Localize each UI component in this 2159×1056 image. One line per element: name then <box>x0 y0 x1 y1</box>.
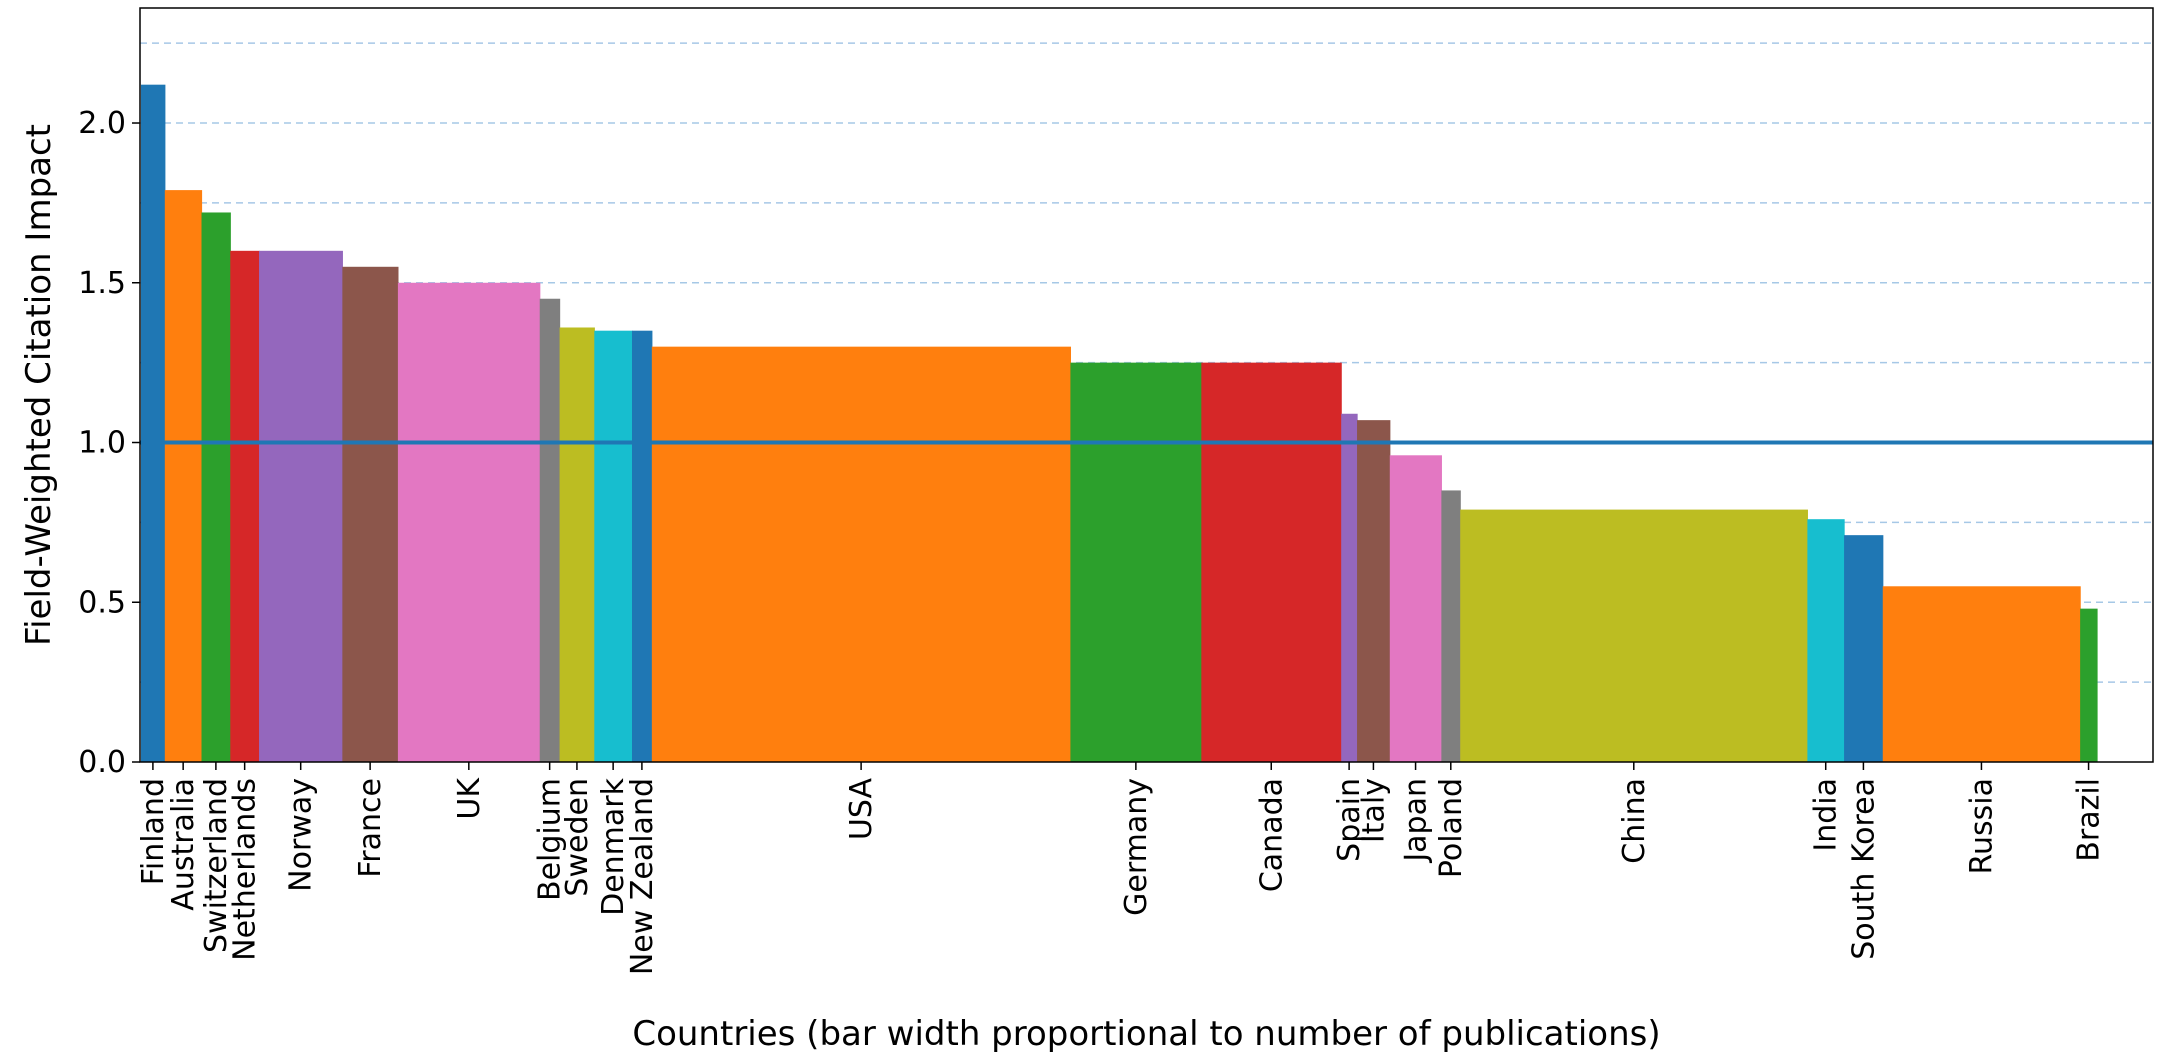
x-tick-label: Belgium <box>533 778 568 901</box>
y-axis-ticks: 0.0 0.5 1.0 1.5 2.0 <box>78 106 140 780</box>
x-tick-label: USA <box>844 778 879 841</box>
bar <box>397 282 541 762</box>
x-tick-label: Denmark <box>596 777 631 916</box>
bar <box>1389 455 1442 762</box>
x-tick-label: Sweden <box>560 778 595 897</box>
y-tick-label: 1.5 <box>78 266 126 301</box>
bar <box>1357 420 1391 762</box>
bar <box>559 327 595 762</box>
y-tick-label: 0.5 <box>78 585 126 620</box>
bar <box>1844 535 1884 762</box>
bar <box>539 298 561 762</box>
bar <box>1070 362 1202 762</box>
x-tick-label: Brazil <box>2072 778 2107 862</box>
bar <box>1201 362 1342 762</box>
bars <box>141 84 2098 763</box>
x-tick-label: Japan <box>1399 778 1434 864</box>
bar <box>164 190 203 762</box>
x-tick-label: Canada <box>1254 778 1289 892</box>
x-tick-label: South Korea <box>1846 778 1881 960</box>
x-tick-label: UK <box>452 777 487 820</box>
x-tick-label: China <box>1617 778 1652 864</box>
x-tick-label: Netherlands <box>228 778 263 961</box>
bar <box>1807 519 1845 762</box>
bar <box>1441 490 1461 762</box>
y-tick-label: 0.0 <box>78 745 126 780</box>
bar <box>631 330 653 762</box>
x-tick-label: Russia <box>1964 778 1999 875</box>
bar <box>2080 608 2098 762</box>
y-axis-label: Field-Weighted Citation Impact <box>19 124 59 646</box>
bar <box>1882 586 2081 762</box>
bar <box>594 330 633 762</box>
x-tick-label: India <box>1809 778 1844 852</box>
x-axis-label: Countries (bar width proportional to num… <box>632 1014 1660 1054</box>
bar <box>201 212 231 762</box>
bar <box>141 84 166 762</box>
x-tick-label: Poland <box>1434 778 1469 878</box>
x-tick-label: New Zealand <box>625 778 660 975</box>
y-tick-label: 1.0 <box>78 426 126 461</box>
x-tick-label: Spain <box>1332 778 1367 862</box>
x-tick-label: Norway <box>284 778 319 892</box>
y-tick-label: 2.0 <box>78 106 126 141</box>
x-tick-label: Finland <box>136 778 171 885</box>
bar <box>651 346 1071 762</box>
x-tick-label: France <box>353 778 388 878</box>
bar <box>1460 509 1808 762</box>
x-tick-label: Australia <box>166 778 201 911</box>
bar <box>259 250 343 763</box>
x-tick-label: Italy <box>1356 778 1391 843</box>
x-tick-label: Switzerland <box>199 778 234 953</box>
bar <box>342 266 399 762</box>
x-tick-label: Germany <box>1119 778 1154 916</box>
bar <box>230 250 260 763</box>
plot-frame <box>139 7 2154 763</box>
bar <box>1341 413 1358 762</box>
